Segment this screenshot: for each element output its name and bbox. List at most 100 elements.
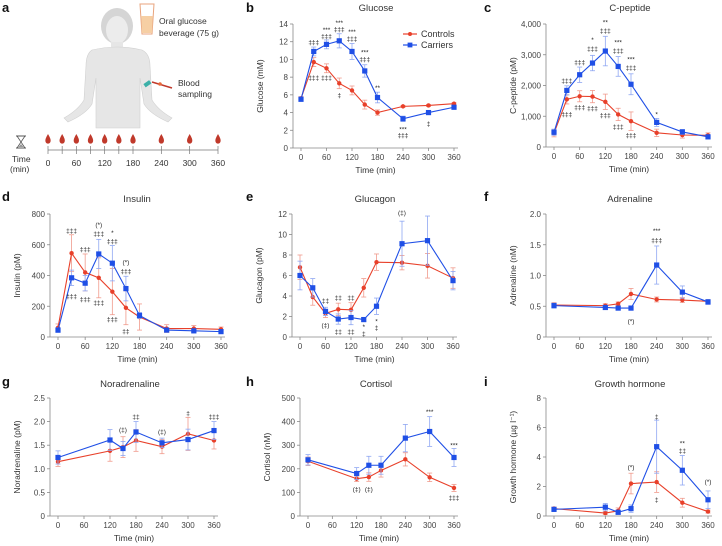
y-tick-label: 4 xyxy=(284,109,289,118)
data-point xyxy=(337,81,342,86)
data-point xyxy=(362,102,367,107)
x-tick-label: 60 xyxy=(80,521,89,530)
x-axis-label: Time (min) xyxy=(609,533,649,543)
data-point xyxy=(375,110,380,115)
panel-g-chart: g Noradrenaline 0 0.5 1.0 1.5 2.0 2.5 0 60 120 180 2… xyxy=(2,374,221,543)
significance-label: ‡‡‡ xyxy=(334,26,345,33)
significance-label: ‡‡ xyxy=(335,329,343,336)
data-point xyxy=(69,251,74,256)
x-tick-label: 360 xyxy=(701,152,715,161)
series-line xyxy=(57,253,222,333)
significance-label: (*) xyxy=(122,259,129,266)
significance-label: ‡‡‡ xyxy=(626,65,637,72)
significance-label: ‡‡‡ xyxy=(321,33,332,40)
significance-label: ‡‡‡ xyxy=(651,237,662,244)
y-tick-label: 4 xyxy=(283,292,288,301)
y-tick-label: 12 xyxy=(278,210,287,219)
timeline-unit-label: (min) xyxy=(10,164,30,174)
significance-label: ‡ xyxy=(186,411,190,418)
y-tick-label: 0.5 xyxy=(34,488,46,497)
data-point xyxy=(425,109,432,116)
panel-letter-g: g xyxy=(2,374,10,389)
series-controls xyxy=(551,288,711,308)
timeline-tick-label: 300 xyxy=(183,158,197,168)
significance-label: ‡‡‡ xyxy=(66,293,77,300)
x-tick-label: 240 xyxy=(399,521,413,530)
blood-label-2: sampling xyxy=(178,89,212,99)
data-point xyxy=(705,299,711,305)
significance-label: *** xyxy=(348,29,356,36)
series-carriers xyxy=(551,35,711,140)
x-tick-label: 120 xyxy=(599,521,613,530)
panel-letter-d: d xyxy=(2,189,10,204)
data-point xyxy=(374,259,379,265)
panel-letter-i: i xyxy=(484,374,488,389)
significance-label: * xyxy=(375,319,378,326)
significance-label: *** xyxy=(627,56,635,63)
x-tick-label: 180 xyxy=(133,342,147,351)
significance-label: ‡‡‡ xyxy=(209,414,220,421)
x-tick-label: 60 xyxy=(328,521,337,530)
y-tick-label: 600 xyxy=(32,241,46,250)
y-tick-label: 1.0 xyxy=(530,272,542,281)
data-point xyxy=(374,94,381,101)
x-tick-label: 180 xyxy=(624,152,638,161)
significance-label: ‡‡‡ xyxy=(449,495,460,502)
data-point xyxy=(426,103,431,108)
significance-label: (‡) xyxy=(398,210,406,217)
significance-label: ‡ xyxy=(655,497,659,504)
chart-title: Glucagon xyxy=(355,194,396,205)
significance-label: ‡‡ xyxy=(347,329,355,336)
x-tick-label: 60 xyxy=(575,342,584,351)
significance-label: ‡‡ xyxy=(132,414,140,421)
series-line xyxy=(299,240,454,321)
data-point xyxy=(110,289,115,294)
data-point xyxy=(348,314,354,321)
data-point xyxy=(305,457,311,463)
data-point xyxy=(191,328,197,334)
series-controls xyxy=(551,90,711,139)
data-point xyxy=(628,506,634,512)
significance-label: ** xyxy=(375,85,381,92)
y-tick-label: 10 xyxy=(279,55,288,64)
series-controls xyxy=(551,471,711,516)
series-line xyxy=(300,61,455,114)
data-point xyxy=(349,48,355,55)
significance-label: ‡‡‡ xyxy=(347,36,358,43)
timeline-tick-label: 180 xyxy=(126,158,140,168)
blood-drop-icon xyxy=(73,134,79,144)
data-point xyxy=(590,94,595,99)
significance-label: ‡‡ xyxy=(335,295,343,302)
series-line xyxy=(553,264,709,309)
blood-drop-icon xyxy=(102,134,108,144)
y-tick-label: 400 xyxy=(32,272,46,281)
beverage-label-2: beverage (75 g) xyxy=(159,28,219,38)
panel-h-chart: h Cortisol 0 100 200 300 400 500 0 60 120 180 240 300… xyxy=(246,374,461,543)
data-point xyxy=(577,94,582,99)
y-tick-label: 0 xyxy=(537,333,542,342)
data-point xyxy=(400,104,406,109)
x-tick-label: 360 xyxy=(214,342,228,351)
y-axis-label: Adrenaline (nM) xyxy=(508,245,518,306)
series-carriers xyxy=(297,215,456,326)
chart-title: Growth hormone xyxy=(595,379,666,390)
x-axis-label: Time (min) xyxy=(117,354,157,364)
data-point xyxy=(628,81,634,87)
legend-carriers-label: Carriers xyxy=(421,40,454,50)
data-point xyxy=(373,303,380,309)
data-point xyxy=(427,475,432,480)
data-point xyxy=(55,327,61,333)
x-tick-label: 300 xyxy=(676,342,690,351)
glucose-cup-icon xyxy=(139,3,155,35)
x-tick-label: 180 xyxy=(624,521,638,530)
data-point xyxy=(185,436,191,443)
significance-label: (*) xyxy=(628,464,635,471)
data-point xyxy=(427,428,433,435)
panel-b-chart: b Glucose 0 2 4 6 8 10 12 14 0 60 120 180 240 300 360 Tim… xyxy=(246,0,461,175)
data-point xyxy=(311,48,317,55)
panel-letter-a: a xyxy=(2,0,10,15)
significance-label: ‡‡‡ xyxy=(626,132,637,139)
x-tick-label: 360 xyxy=(447,153,461,162)
y-tick-label: 4,000 xyxy=(521,20,542,29)
x-tick-label: 300 xyxy=(181,521,195,530)
